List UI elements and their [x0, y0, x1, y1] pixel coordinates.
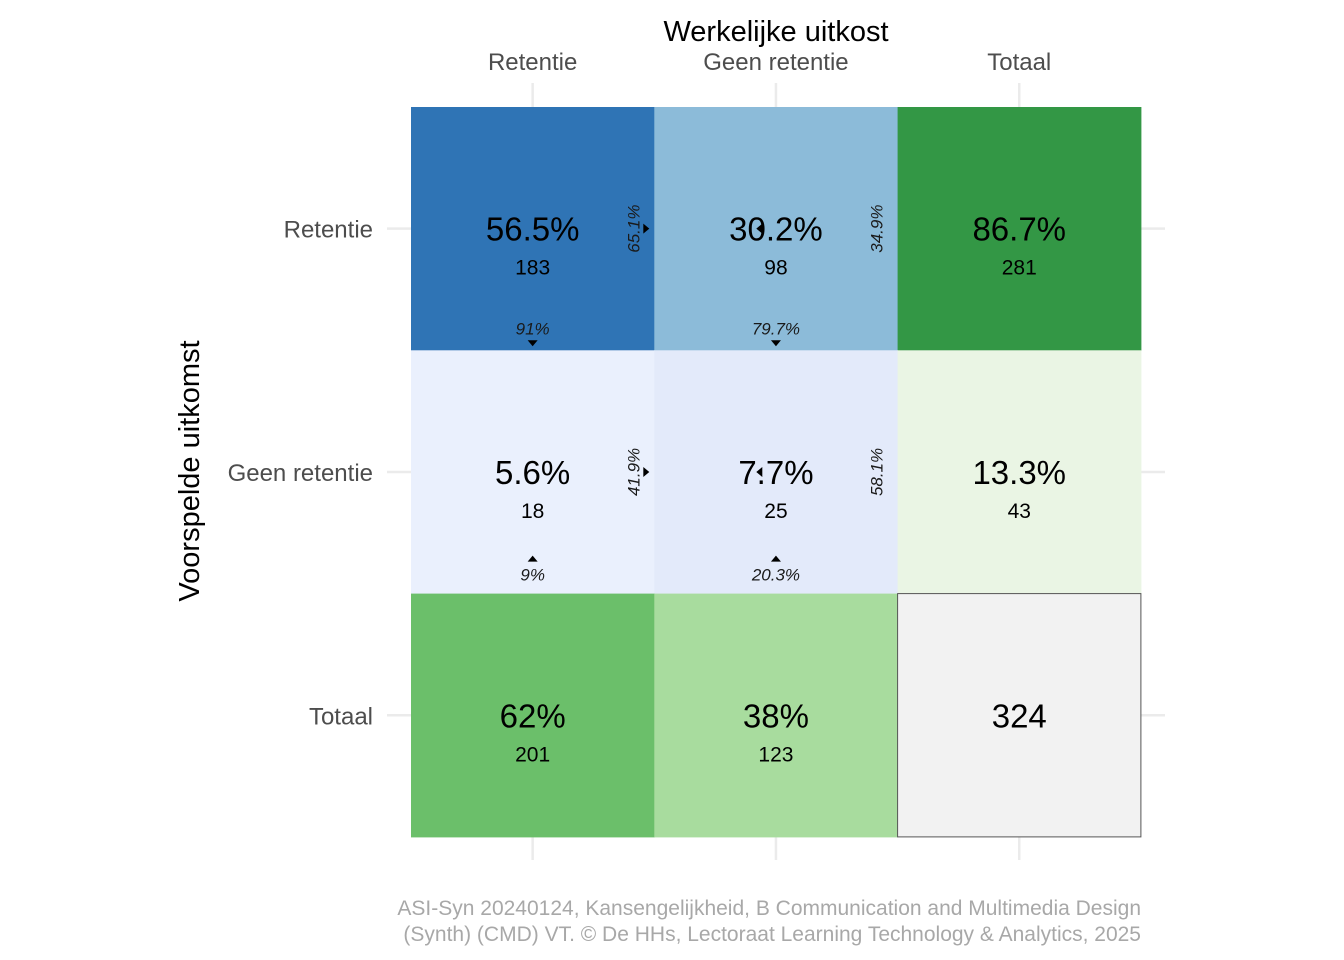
col-share-0-0: 91%	[516, 319, 550, 338]
cell-count-1-1: 25	[764, 500, 787, 523]
caption: ASI-Syn 20240124, Kansengelijkheid, B Co…	[397, 897, 1141, 946]
y-tick-label-totaal: Totaal	[309, 703, 373, 730]
cell-pct-2-0: 62%	[500, 697, 566, 734]
row-share-0-1: 34.9%	[868, 205, 887, 253]
col-share-arrow-1-0	[527, 555, 538, 562]
cell-count-2-0: 201	[515, 743, 550, 766]
matrix-cells	[411, 107, 1142, 838]
cell-1-2	[897, 350, 1142, 595]
cell-2-2	[897, 593, 1142, 838]
cell-pct-0-1: 30.2%	[729, 211, 823, 248]
cell-pct-1-0: 5.6%	[495, 454, 570, 491]
cell-2-1	[654, 593, 899, 838]
cell-pct-0-0: 56.5%	[486, 211, 580, 248]
col-share-arrow-0-1	[770, 340, 781, 347]
cell-count-0-0: 183	[515, 257, 550, 280]
cell-pct-0-2: 86.7%	[972, 211, 1066, 248]
cell-count-2-2: 324	[992, 697, 1047, 734]
cell-count-0-2: 281	[1002, 257, 1037, 280]
cell-count-1-2: 43	[1008, 500, 1031, 523]
caption-line-1: ASI-Syn 20240124, Kansengelijkheid, B Co…	[397, 897, 1141, 920]
cell-pct-1-1: 7.7%	[738, 454, 813, 491]
row-share-1-0: 41.9%	[624, 448, 643, 496]
col-share-0-1: 79.7%	[752, 319, 800, 338]
row-share-arrow-1-1	[756, 466, 763, 477]
row-share-arrow-0-1	[756, 223, 763, 234]
y-axis-title: Voorspelde uitkomst	[174, 340, 206, 601]
cell-2-0	[411, 593, 655, 838]
cell-0-2	[897, 107, 1142, 351]
cell-0-1	[654, 107, 899, 351]
x-tick-label-geen-retentie: Geen retentie	[703, 49, 848, 76]
x-axis-title: Werkelijke uitkost	[663, 16, 888, 48]
col-share-1-0: 9%	[520, 566, 545, 585]
col-share-arrow-0-0	[527, 340, 538, 347]
y-tick-label-retentie: Retentie	[284, 217, 373, 244]
x-tick-label-totaal: Totaal	[987, 49, 1051, 76]
col-share-arrow-1-1	[770, 555, 781, 562]
axes: Werkelijke uitkost Voorspelde uitkomst R…	[174, 16, 1051, 730]
caption-line-2: (Synth) (CMD) VT. © De HHs, Lectoraat Le…	[403, 923, 1141, 946]
cell-count-2-1: 123	[758, 743, 793, 766]
cell-pct-2-1: 38%	[743, 697, 809, 734]
x-tick-label-retentie: Retentie	[488, 49, 577, 76]
cell-1-0	[411, 350, 655, 595]
y-tick-label-geen-retentie: Geen retentie	[228, 460, 373, 487]
cell-count-1-0: 18	[521, 500, 544, 523]
row-share-arrow-0-0	[643, 223, 650, 234]
cell-pct-1-2: 13.3%	[972, 454, 1066, 491]
cell-count-0-1: 98	[764, 257, 787, 280]
cell-1-1	[654, 350, 899, 595]
row-share-arrow-1-0	[643, 466, 650, 477]
row-share-0-0: 65.1%	[624, 205, 643, 253]
cell-labels: 56.5% 183 30.2% 98 86.7% 281 5.6% 18 7.7% 25 13.3%…	[486, 205, 1066, 767]
cell-0-0	[411, 107, 655, 351]
row-share-1-1: 58.1%	[868, 448, 887, 496]
col-share-1-1: 20.3%	[751, 566, 800, 585]
